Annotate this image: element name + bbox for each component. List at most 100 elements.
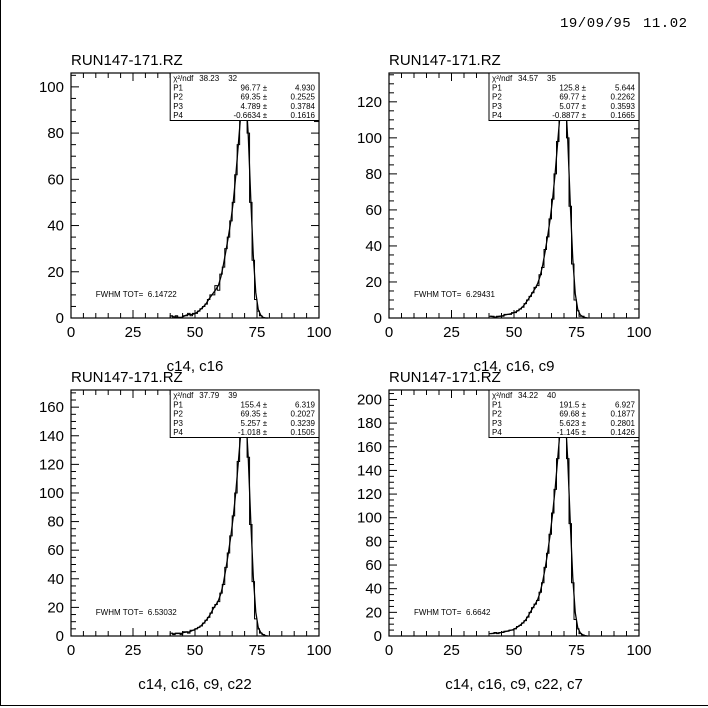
fit-param-value: 69.68 ± [559,410,586,419]
histogram-bin [562,87,565,318]
x-tick-label: 50 [506,324,523,341]
chi2-label: χ²/ndf [173,391,194,400]
chi2-label: χ²/ndf [492,391,513,400]
fit-param-error: 0.3784 [291,102,316,111]
histogram-bin [222,267,224,318]
x-tick-label: 75 [568,324,585,341]
time-stamp: 11.02 [643,16,688,32]
y-tick-label: 100 [357,130,382,147]
fit-param-value: 155.4 ± [241,400,268,409]
fit-param-name: P3 [173,102,183,111]
fit-param-value: -1.145 ± [557,428,587,437]
y-tick-label: 40 [47,571,64,588]
x-tick-label: 0 [67,642,75,659]
chi2-value: 34.57 [518,74,539,83]
x-axis-label: c14, c16 [167,358,224,375]
fwhm-value: 6.29431 [466,290,495,299]
fit-curve [490,408,588,637]
y-tick-label: 180 [357,415,382,432]
fit-param-name: P1 [173,400,183,409]
y-tick-label: 120 [357,486,382,503]
fit-param-name: P4 [492,111,502,120]
y-tick-label: 60 [365,557,382,574]
fwhm-value: 6.6642 [466,608,491,617]
histogram-bin [217,602,219,636]
x-axis-label: c14, c16, c9, c22 [138,676,251,693]
y-tick-label: 20 [365,274,382,291]
histogram-title: RUN147-171.RZ [71,369,183,386]
y-tick-label: 160 [357,439,382,456]
histogram-panel-2: RUN147-171.RZ 0 25 50 75 100 0 20 40 60 80 100 120 χ²… [357,52,652,375]
fit-param-name: P2 [173,410,183,419]
x-tick-label: 25 [125,642,142,659]
histogram-bin [507,631,510,636]
fit-curve [171,408,269,637]
fit-param-error: 5.644 [615,83,636,92]
y-tick-label: 60 [365,202,382,219]
fit-param-name: P2 [492,410,502,419]
chi2-label: χ²/ndf [492,74,513,83]
fit-param-value: 5.077 ± [559,102,586,111]
fit-param-name: P4 [173,428,183,437]
y-tick-label: 80 [47,514,64,531]
x-tick-label: 100 [306,324,331,341]
fit-curve [490,88,588,319]
fit-param-error: 0.1665 [611,111,636,120]
x-tick-label: 50 [506,642,523,659]
x-tick-label: 50 [187,324,204,341]
fwhm-value: 6.53032 [148,608,177,617]
fit-param-name: P3 [173,419,183,428]
fit-param-value: 96.77 ± [241,83,268,92]
fit-param-error: 0.1426 [611,428,636,437]
fit-param-value: 69.35 ± [241,410,268,419]
histogram-title: RUN147-171.RZ [389,52,501,69]
fit-stats-box [488,72,640,121]
fit-param-name: P1 [492,83,502,92]
y-tick-label: 60 [47,171,64,188]
x-tick-label: 100 [626,642,651,659]
fit-curve [171,88,269,319]
date-stamp: 19/09/95 [560,16,631,32]
fit-param-error: 0.3593 [611,102,636,111]
fit-param-value: -1.018 ± [238,428,268,437]
y-tick-label: 0 [56,310,64,327]
y-tick-label: 100 [39,485,64,502]
fit-param-value: 5.623 ± [559,419,586,428]
y-tick-label: 40 [47,218,64,235]
chi2-value: 34.22 [518,391,539,400]
y-tick-label: 140 [39,428,64,445]
x-tick-label: 0 [385,642,393,659]
y-tick-label: 0 [56,628,64,645]
y-tick-label: 0 [374,628,382,645]
chi2-label: χ²/ndf [173,74,194,83]
fit-param-value: 191.5 ± [559,400,586,409]
x-tick-label: 25 [443,324,460,341]
x-tick-label: 75 [568,642,585,659]
chi2-value: 38.23 [199,74,220,83]
fit-param-name: P2 [173,93,183,102]
histogram-title: RUN147-171.RZ [71,52,183,69]
y-tick-label: 80 [47,125,64,142]
y-tick-label: 160 [39,399,64,416]
x-tick-label: 100 [306,642,331,659]
x-tick-label: 75 [249,324,266,341]
fit-param-error: 0.1877 [611,410,636,419]
fit-stats-box [169,72,320,121]
ndf-value: 32 [228,74,237,83]
fwhm-label: FWHM TOT= [96,290,144,299]
fit-param-name: P1 [492,400,502,409]
x-axis-label: c14, c16, c9, c22, c7 [445,676,583,693]
histogram-bin [562,404,565,636]
y-tick-label: 80 [365,533,382,550]
ndf-value: 35 [547,74,556,83]
histogram-bin [537,601,540,636]
ndf-value: 39 [228,391,237,400]
x-tick-label: 75 [249,642,266,659]
fit-param-value: 125.8 ± [559,83,586,92]
fit-param-error: 0.2525 [291,93,316,102]
histogram-bin [227,237,229,318]
fit-param-error: 6.319 [295,400,316,409]
y-tick-label: 140 [357,462,382,479]
